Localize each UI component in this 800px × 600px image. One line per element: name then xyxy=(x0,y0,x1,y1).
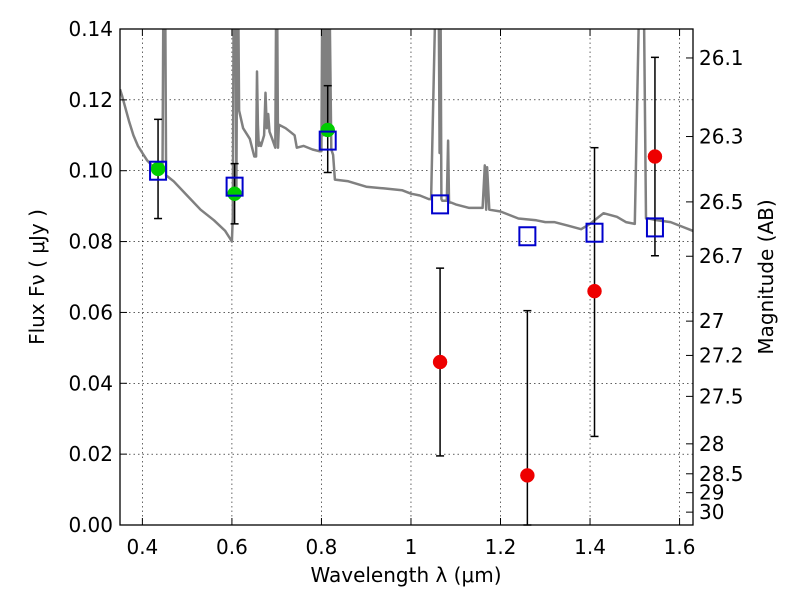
plot-frame xyxy=(119,28,694,526)
y2-tick-label: 27.5 xyxy=(699,384,744,408)
x-tick-label: 0.8 xyxy=(306,535,338,559)
model-spectrum-line xyxy=(120,29,693,243)
red-data-point xyxy=(432,354,448,370)
markers xyxy=(149,56,664,526)
y-tick-label: 0.02 xyxy=(68,442,113,466)
y2-tick-label: 27.2 xyxy=(699,343,744,367)
red-data-point xyxy=(647,149,663,164)
y2-tick-label: 28.5 xyxy=(699,462,744,486)
plot-area-background xyxy=(120,29,693,525)
y-tick-label: 0.00 xyxy=(68,513,113,537)
y2-axis-label: Magnitude (AB) xyxy=(754,199,778,354)
y2-tick-label: 29 xyxy=(699,481,724,505)
y2-tick-label: 26.3 xyxy=(699,125,744,149)
model-square-marker xyxy=(645,217,664,238)
y-tick-label: 0.06 xyxy=(68,300,113,324)
x-tick-label: 1.2 xyxy=(485,535,517,559)
model-square-marker xyxy=(431,194,450,215)
x-tick-label: 1 xyxy=(405,535,418,559)
green-data-point xyxy=(227,186,242,201)
ticks: 0.4 0.6 0.8 1 1.2 1.4 1.6 0.00 0.02 0.04 0.06 0.08 0… xyxy=(68,17,743,559)
y2-tick-label: 28 xyxy=(699,432,724,456)
y2-tick-label: 26.7 xyxy=(699,244,744,268)
red-data-point xyxy=(520,468,535,483)
y2-tick-label: 27 xyxy=(699,309,724,333)
y-axis-label: Flux Fν ( μJy ) xyxy=(25,209,49,345)
model-square-marker xyxy=(318,130,337,151)
y2-tick-label: 26.1 xyxy=(699,46,744,70)
green-data-point xyxy=(150,161,166,177)
y2-tick-label: 26.5 xyxy=(699,190,744,214)
model-square-marker xyxy=(225,176,244,197)
model-square-marker xyxy=(518,226,537,247)
y-tick-label: 0.12 xyxy=(68,88,113,112)
plot-data xyxy=(120,29,693,243)
green-data-point xyxy=(320,122,335,138)
y-tick-label: 0.08 xyxy=(68,230,113,254)
y-tick-label: 0.10 xyxy=(68,159,113,183)
x-tick-label: 0.6 xyxy=(216,535,248,559)
y-tick-label: 0.14 xyxy=(68,17,113,41)
x-tick-label: 0.4 xyxy=(126,535,158,559)
model-square-marker xyxy=(149,160,168,181)
x-axis-label: Wavelength λ (μm) xyxy=(310,563,501,587)
x-tick-label: 1.4 xyxy=(574,535,606,559)
y-tick-label: 0.04 xyxy=(68,371,113,395)
model-square-marker xyxy=(585,222,604,243)
red-data-point xyxy=(587,283,602,299)
x-tick-label: 1.6 xyxy=(664,535,696,559)
y2-tick-label: 30 xyxy=(699,500,724,524)
